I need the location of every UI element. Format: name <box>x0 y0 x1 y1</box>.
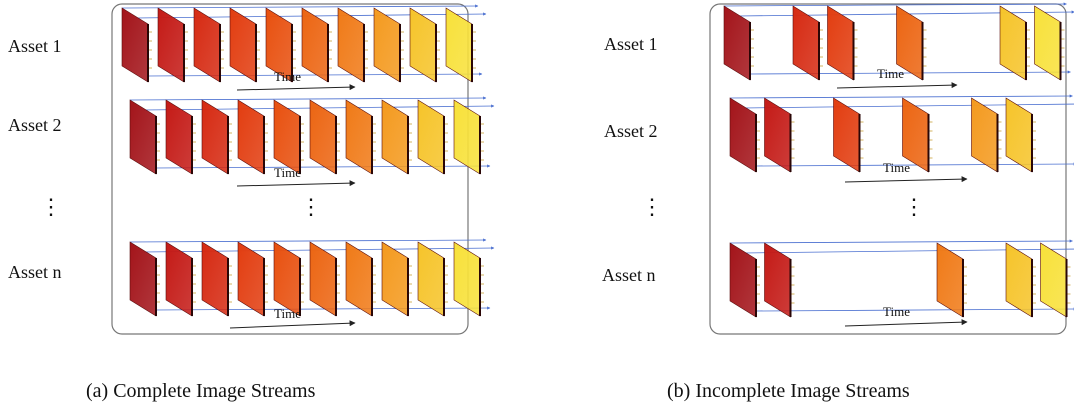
ellipsis-vertical-center: ⋮ <box>903 195 925 220</box>
image-frame <box>337 7 365 83</box>
image-frame <box>129 241 157 317</box>
image-frame <box>453 241 481 317</box>
image-frame <box>201 241 229 317</box>
image-frame <box>936 242 964 318</box>
image-frame <box>165 99 193 175</box>
image-frame <box>971 97 998 173</box>
panel-complete-diagram <box>111 3 495 335</box>
stream-rail-top <box>729 94 1073 99</box>
image-frame <box>373 7 401 83</box>
time-label-row-2: Time <box>274 165 301 180</box>
asset-1-label: Asset 1 <box>604 34 658 54</box>
image-stream-row <box>121 4 487 91</box>
image-stream-row <box>129 238 495 329</box>
image-frame <box>237 99 265 175</box>
image-stream-row <box>729 239 1074 327</box>
image-frame <box>417 241 445 317</box>
time-label-row-1: Time <box>877 66 904 81</box>
image-frame <box>764 242 791 318</box>
image-frame <box>409 7 437 83</box>
image-frame <box>381 241 409 317</box>
image-frame <box>129 99 157 175</box>
caption-b: (b) Incomplete Image Streams <box>667 380 910 402</box>
stream-rail-top <box>129 96 487 101</box>
time-label-row-1: Time <box>274 69 301 84</box>
image-frame <box>201 99 229 175</box>
image-frame <box>1034 5 1061 81</box>
time-arrow <box>836 82 958 89</box>
time-arrow <box>236 84 356 91</box>
stream-bracket <box>111 3 469 335</box>
image-frame <box>121 7 149 83</box>
image-frame <box>827 5 854 81</box>
image-frame <box>723 5 751 81</box>
image-frame <box>1005 242 1033 318</box>
image-frame <box>729 242 757 318</box>
image-frame <box>1040 242 1067 318</box>
image-frame <box>237 241 265 317</box>
image-frame <box>165 241 193 317</box>
image-stream-row <box>729 94 1074 183</box>
time-arrow <box>844 176 968 183</box>
stream-rail-top <box>729 239 1073 244</box>
image-frame <box>157 7 185 83</box>
image-stream-row <box>129 96 495 187</box>
image-frame <box>729 97 757 173</box>
asset-1-label: Asset 1 <box>8 36 62 56</box>
image-frame <box>453 99 481 175</box>
image-frame <box>309 99 337 175</box>
image-frame <box>381 99 409 175</box>
image-frame <box>301 7 329 83</box>
image-stream-row <box>723 2 1074 89</box>
ellipsis-vertical-left: ⋮ <box>641 195 663 220</box>
image-frame <box>1005 97 1033 173</box>
time-arrow <box>229 320 356 329</box>
stream-bracket <box>709 3 1067 335</box>
time-label-row-n: Time <box>274 306 301 321</box>
caption-a: (a) Complete Image Streams <box>86 380 316 402</box>
image-frame <box>345 99 373 175</box>
stream-rail-upper <box>743 248 1074 254</box>
time-arrow <box>236 180 356 187</box>
image-frame <box>273 99 301 175</box>
image-frame <box>999 5 1027 81</box>
panel-complete: Asset 1 Asset 2 ⋮ ⋮ Asset n Time Time Ti… <box>8 3 495 402</box>
image-frame <box>792 5 820 81</box>
image-frame <box>764 97 791 173</box>
asset-2-label: Asset 2 <box>8 115 62 135</box>
ellipsis-vertical-left: ⋮ <box>40 195 62 220</box>
image-frame <box>309 241 337 317</box>
time-arrow <box>844 319 968 327</box>
image-frame <box>229 7 257 83</box>
image-frame <box>273 241 301 317</box>
time-label-row-n: Time <box>883 304 910 319</box>
panel-incomplete: Asset 1 Asset 2 ⋮ ⋮ Asset n Time Time Ti… <box>537 0 1074 413</box>
stream-rail-top <box>723 2 1067 7</box>
time-label-row-2: Time <box>883 160 910 175</box>
stream-rail-top <box>121 4 479 9</box>
image-frame <box>193 7 221 83</box>
ellipsis-vertical-center: ⋮ <box>300 195 322 220</box>
asset-n-label: Asset n <box>602 265 656 285</box>
asset-n-label: Asset n <box>8 262 62 282</box>
panel-incomplete-diagram <box>709 2 1074 335</box>
asset-2-label: Asset 2 <box>604 121 658 141</box>
image-frame <box>345 241 373 317</box>
image-frame <box>833 97 860 173</box>
image-frame <box>417 99 445 175</box>
stream-rail-top <box>129 238 487 243</box>
